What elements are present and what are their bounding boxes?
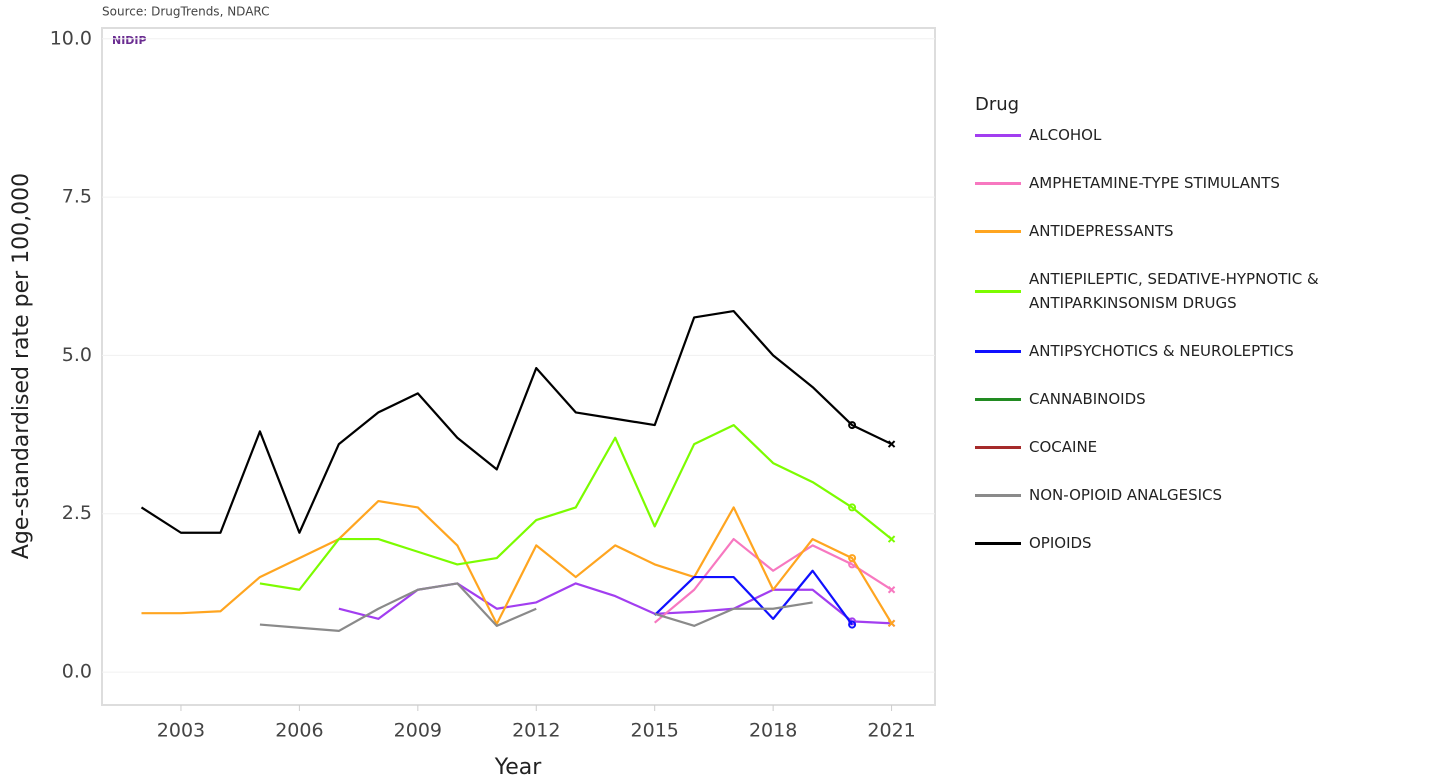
- legend-swatch: [975, 229, 1021, 233]
- legend-item: OPIOIDS: [975, 531, 1415, 555]
- y-tick-label: 0.0: [62, 661, 92, 683]
- legend-item: AMPHETAMINE-TYPE STIMULANTS: [975, 171, 1415, 195]
- legend: Drug ALCOHOL AMPHETAMINE-TYPE STIMULANTS A…: [975, 94, 1415, 579]
- legend-item: ANTIDEPRESSANTS: [975, 219, 1415, 243]
- point-marker: [887, 619, 896, 628]
- legend-swatch: [975, 181, 1021, 185]
- series-line: [653, 569, 853, 626]
- x-tick-label: 2006: [275, 720, 323, 742]
- legend-swatch: [975, 541, 1021, 545]
- point-marker: [887, 440, 896, 448]
- legend-swatch: [975, 349, 1021, 353]
- legend-item: COCAINE: [975, 435, 1415, 459]
- legend-label: ANTIDEPRESSANTS: [1029, 222, 1174, 240]
- point-marker: [848, 503, 857, 512]
- legend-swatch: [975, 493, 1021, 497]
- x-tick-label: 2012: [512, 720, 560, 742]
- series-line: [653, 537, 893, 624]
- series-line: [140, 309, 893, 534]
- x-tick-label: 2021: [867, 720, 915, 742]
- y-tick-label: 2.5: [62, 502, 92, 524]
- legend-label: ANTIEPILEPTIC, SEDATIVE-HYPNOTIC & ANTIP…: [1029, 270, 1319, 312]
- legend-label: ALCOHOL: [1029, 126, 1102, 144]
- legend-label: NON-OPIOID ANALGESICS: [1029, 486, 1223, 504]
- legend-label: CANNABINOIDS: [1029, 390, 1146, 408]
- logo: NIDIP: [112, 34, 147, 47]
- point-marker: [848, 421, 857, 430]
- plot-area: [101, 27, 936, 706]
- legend-swatch: [975, 397, 1021, 401]
- legend-label: AMPHETAMINE-TYPE STIMULANTS: [1029, 174, 1280, 192]
- legend-item: ANTIEPILEPTIC, SEDATIVE-HYPNOTIC & ANTIP…: [975, 267, 1415, 315]
- x-tick-label: 2003: [157, 720, 205, 742]
- legend-swatch: [975, 289, 1021, 293]
- y-tick-label: 5.0: [62, 344, 92, 366]
- x-tick-label: 2018: [749, 720, 797, 742]
- series-line: [141, 499, 893, 626]
- legend-item: ALCOHOL: [975, 123, 1415, 147]
- point-marker: [887, 535, 896, 543]
- legend-label: OPIOIDS: [1029, 534, 1092, 552]
- legend-label: ANTIPSYCHOTICS & NEUROLEPTICS: [1029, 342, 1294, 360]
- point-marker: [887, 586, 896, 594]
- y-tick-label: 7.5: [62, 186, 92, 208]
- legend-label: COCAINE: [1029, 438, 1098, 456]
- legend-title: Drug: [975, 94, 1020, 115]
- legend-item: ANTIPSYCHOTICS & NEUROLEPTICS: [975, 339, 1415, 363]
- y-axis-title: Age-standardised rate per 100,000: [9, 173, 34, 559]
- legend-swatch: [975, 133, 1021, 137]
- point-marker: [848, 620, 857, 629]
- legend-swatch: [975, 445, 1021, 449]
- x-tick-label: 2015: [631, 720, 679, 742]
- series-line: [259, 423, 893, 591]
- series-line: [259, 582, 813, 633]
- x-axis-title: Year: [494, 755, 543, 779]
- chart: Source: DrugTrends, NDARC NIDIP Year Age…: [9, 5, 936, 779]
- legend-item: CANNABINOIDS: [975, 387, 1415, 411]
- y-tick-label: 10.0: [50, 27, 92, 49]
- x-tick-label: 2009: [394, 720, 442, 742]
- source: Source: DrugTrends, NDARC: [102, 5, 270, 19]
- legend-item: NON-OPIOID ANALGESICS: [975, 483, 1415, 507]
- point-marker: [848, 554, 857, 563]
